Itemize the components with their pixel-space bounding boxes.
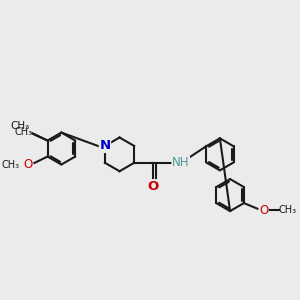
Text: CH₃: CH₃ <box>278 205 297 215</box>
Text: CH₃: CH₃ <box>14 128 32 137</box>
Text: N: N <box>99 140 110 152</box>
Text: O: O <box>259 204 268 217</box>
Text: O: O <box>24 158 33 171</box>
Text: CH₃: CH₃ <box>10 121 29 131</box>
Text: O: O <box>147 180 159 193</box>
Text: NH: NH <box>172 156 190 169</box>
Text: CH₃: CH₃ <box>2 160 20 170</box>
